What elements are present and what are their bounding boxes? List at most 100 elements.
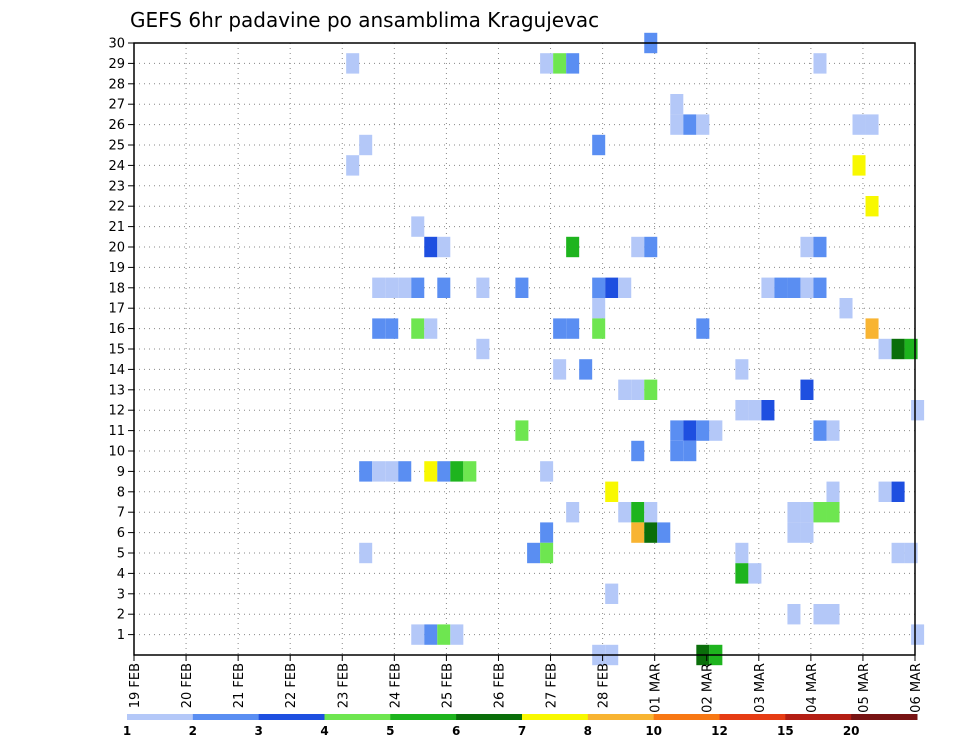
legend-label: 15 [777,724,794,738]
precip-cell [515,420,529,441]
precip-cell [800,522,814,543]
precip-cell [774,277,788,298]
precip-cell [657,522,671,543]
precip-cell [670,440,684,462]
precip-cell [424,318,438,339]
precip-cell [463,461,477,482]
precip-cell [670,114,684,135]
y-tick-label: 5 [117,547,125,562]
grid-lines [134,43,915,655]
precip-cell [631,522,645,543]
precip-cell [372,318,386,339]
precip-cell [683,440,697,462]
precip-cell [359,542,373,564]
legend-swatch [851,714,918,720]
precip-cell [424,461,438,482]
legend-label: 4 [320,724,328,738]
legend-label: 6 [452,724,460,738]
legend-swatch [127,714,194,720]
y-tick-label: 9 [117,465,125,480]
precip-cell [826,502,840,523]
precip-cell [359,461,373,482]
legend-label: 7 [518,724,526,738]
y-tick-label: 28 [108,77,125,92]
precip-cell [592,318,606,339]
y-tick-label: 3 [117,587,125,602]
precip-cell [839,298,853,319]
precip-cell [566,502,580,523]
x-tick-label: 21 FEB [232,663,247,708]
precip-cell [852,155,866,176]
legend-label: 2 [189,724,197,738]
precip-cell [826,481,840,502]
y-tick-label: 16 [108,322,125,337]
precip-cell [911,400,925,421]
precip-cell [826,420,840,441]
precip-cell [476,338,490,360]
y-tick-label: 13 [108,383,125,398]
y-tick-label: 25 [108,139,125,154]
precip-cell [476,277,490,298]
precip-cell [450,461,464,482]
precip-cell [411,318,425,339]
precip-cell [670,94,684,115]
precip-cell [735,400,749,421]
precip-cell [515,277,529,298]
y-tick-label: 4 [117,567,125,582]
precip-cell [411,277,425,298]
precip-cell [631,440,645,462]
precip-cells [346,32,925,666]
y-tick-label: 24 [108,159,125,174]
precip-cell [878,481,892,502]
precip-cell [644,236,658,258]
precip-cell [553,359,567,380]
precip-cell [683,420,697,441]
y-tick-label: 2 [117,608,125,623]
x-tick-label: 05 MAR [857,663,872,713]
x-tick-label: 03 MAR [753,663,768,713]
y-tick-label: 7 [117,506,125,521]
y-axis: 1234567891011121314151617181920212223242… [108,37,134,643]
y-tick-label: 12 [108,404,125,419]
legend-swatch [390,714,457,720]
chart-title: GEFS 6hr padavine po ansamblima Kragujev… [130,8,599,32]
precip-cell [787,502,801,523]
legend-label: 20 [843,724,860,738]
precip-cell [735,542,749,564]
precip-cell [579,359,593,380]
legend-label: 12 [711,724,728,738]
precip-cell [670,420,684,441]
precip-cell [644,522,658,543]
legend-swatch [653,714,720,720]
precip-cell [540,522,554,543]
precip-cell [540,542,554,564]
precip-cell [878,338,892,360]
precip-cell [437,277,451,298]
precip-cell [424,624,438,645]
precip-cell [437,461,451,482]
precip-cell [813,420,827,441]
precip-cell [800,379,814,400]
precip-cell [631,379,645,400]
precip-cell [618,502,632,523]
precip-cell [437,236,451,258]
y-tick-label: 19 [108,261,125,276]
precip-cell [644,502,658,523]
y-tick-label: 18 [108,281,125,296]
precip-cell [346,155,360,176]
precip-cell [800,277,814,298]
precip-cell [813,277,827,298]
precip-cell [787,277,801,298]
y-tick-label: 21 [108,220,125,235]
precip-cell [761,400,775,421]
x-tick-label: 04 MAR [805,663,820,713]
precip-cell [437,624,451,645]
y-tick-label: 17 [108,302,125,317]
legend-swatch [324,714,391,720]
precip-cell [450,624,464,645]
x-tick-label: 02 MAR [701,663,716,713]
precip-cell [605,481,619,502]
y-tick-label: 8 [117,485,125,500]
precip-cell [540,53,554,74]
color-legend: 1 2 3 4 5 6 7 8 10 12 15 20 [123,714,918,738]
